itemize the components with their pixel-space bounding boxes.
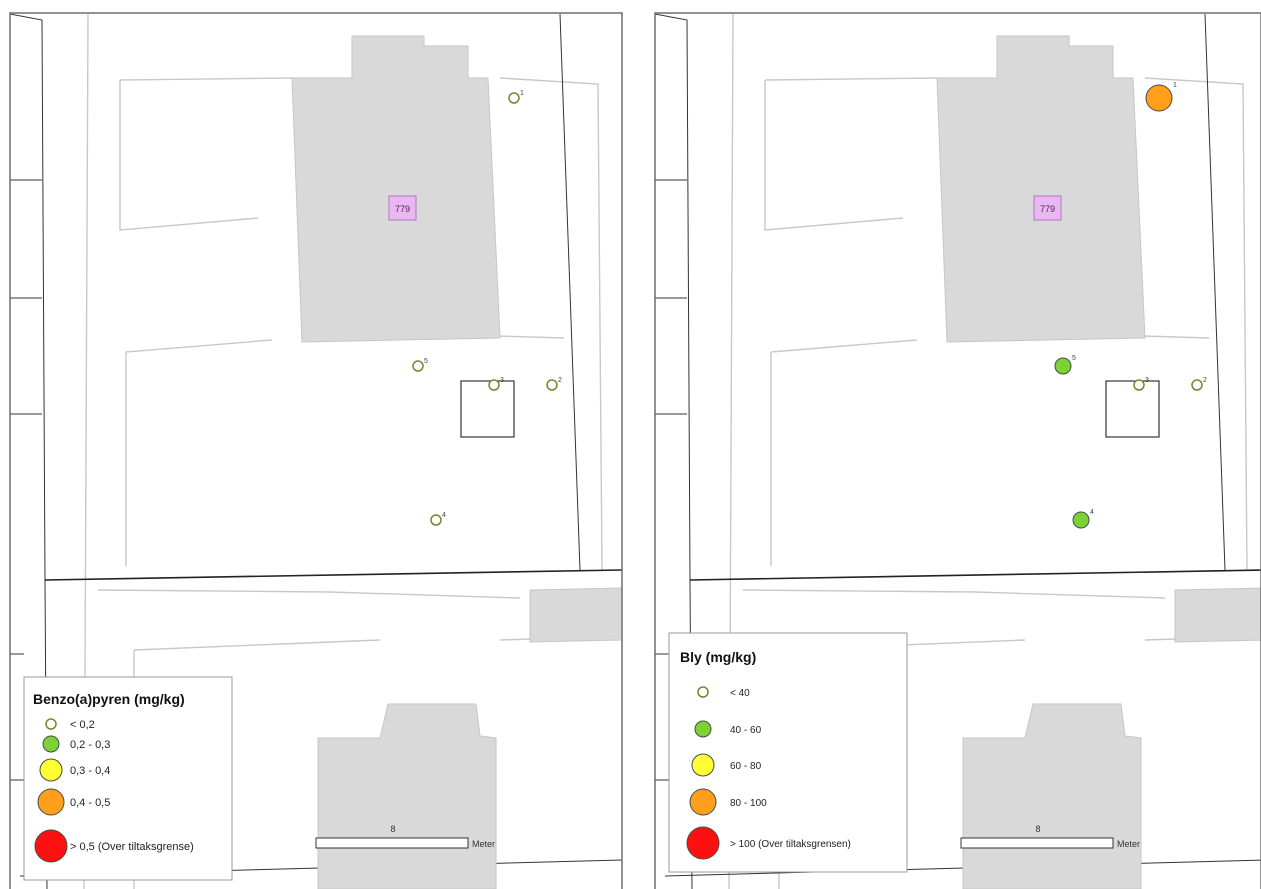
sample-point-label: 2 [1203,377,1207,384]
legend-symbol [34,829,68,863]
legend: Bly (mg/kg) < 40 40 - 60 60 - 80 80 - 100 > … [668,632,908,873]
scale-unit: Meter [472,839,495,849]
legend-symbol [45,718,57,730]
scale-bar [315,837,469,849]
sample-point-4[interactable] [430,514,442,526]
sample-point-label: 5 [424,358,428,365]
legend-label: 0,3 - 0,4 [70,765,110,777]
legend-symbol [697,686,709,698]
sample-point-1[interactable] [508,92,520,104]
legend-label: 60 - 80 [730,761,762,772]
sample-point-2[interactable] [1191,379,1203,391]
right-map-panel: 779 1 2 3 4 5 8 Meter Bly (mg/kg) < 40 40 - 6… [655,13,1261,889]
building-label: 779 [395,204,410,214]
building-label-box [388,195,417,221]
sample-point-1[interactable] [1145,84,1173,112]
legend-symbol [39,758,63,782]
legend-title: Bly (mg/kg) [680,649,756,665]
sample-point-label: 3 [1145,377,1149,384]
building-label: 779 [1040,204,1055,214]
sample-point-2[interactable] [546,379,558,391]
sample-point-label: 1 [520,90,524,97]
sample-point-label: 4 [442,512,446,519]
sample-point-4[interactable] [1072,511,1090,529]
scale-unit: Meter [1117,839,1140,849]
scale-value: 8 [390,824,395,834]
sample-points: 1 2 3 4 5 [412,90,562,526]
sample-point-5[interactable] [412,360,424,372]
legend-symbol [689,788,717,816]
sample-point-5[interactable] [1054,357,1072,375]
scale-bar [960,837,1114,849]
left-map-frame [9,12,623,889]
sample-point-3[interactable] [1133,379,1145,391]
sample-point-label: 1 [1173,82,1177,89]
legend-label: > 0,5 (Over tiltaksgrense) [70,841,194,853]
sample-point-label: 4 [1090,509,1094,516]
sample-point-label: 3 [500,377,504,384]
legend-label: < 40 [730,688,750,699]
legend-label: < 0,2 [70,719,95,731]
legend: Benzo(a)pyren (mg/kg) < 0,2 0,2 - 0,3 0,3 … [23,676,233,881]
left-map-panel: 779 1 2 3 4 5 8 Meter Benzo(a)pyren (mg/kg) … [10,13,622,889]
legend-title: Benzo(a)pyren (mg/kg) [33,691,185,707]
legend-symbol [686,826,720,860]
building-label-box [1033,195,1062,221]
legend-label: > 100 (Over tiltaksgrensen) [730,839,851,850]
sample-point-label: 2 [558,377,562,384]
legend-symbol [691,753,715,777]
legend-label: 80 - 100 [730,798,767,809]
scale-value: 8 [1035,824,1040,834]
legend-symbol [694,720,712,738]
sample-point-label: 5 [1072,355,1076,362]
legend-symbol [37,788,65,816]
legend-symbol [42,735,60,753]
legend-label: 0,4 - 0,5 [70,797,110,809]
right-map-frame [654,12,1261,889]
legend-label: 0,2 - 0,3 [70,739,110,751]
sample-points: 1 2 3 4 5 [1054,82,1207,529]
sample-point-3[interactable] [488,379,500,391]
legend-label: 40 - 60 [730,725,762,736]
